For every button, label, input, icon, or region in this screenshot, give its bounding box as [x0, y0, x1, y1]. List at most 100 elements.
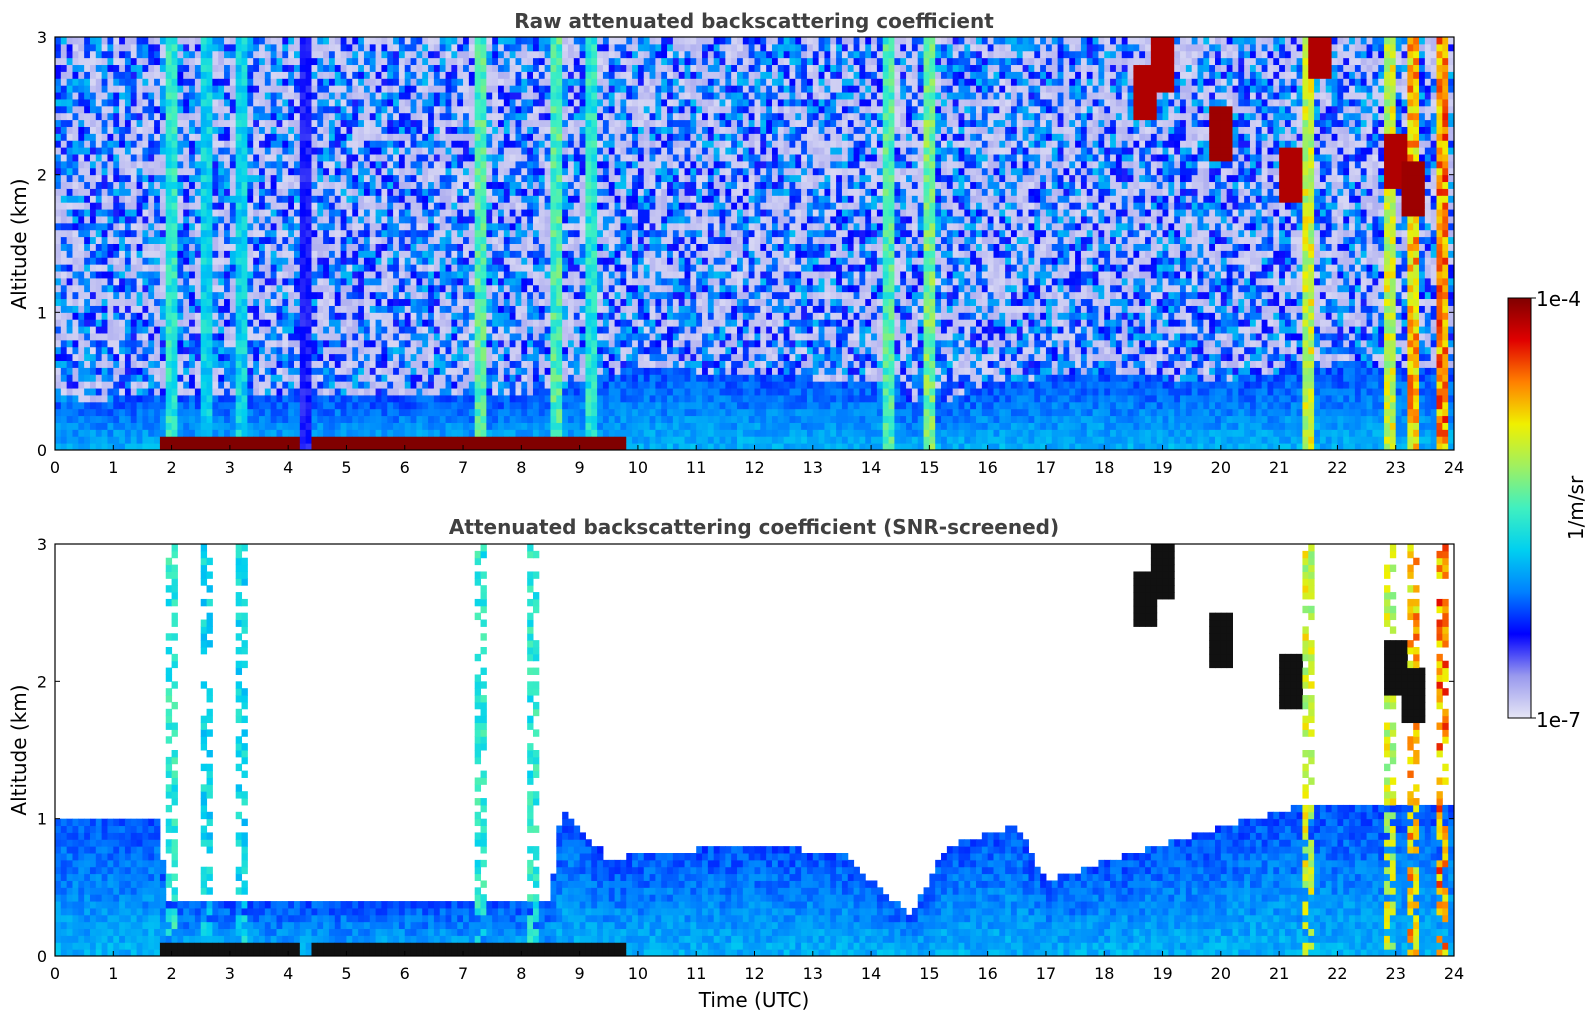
heatmap-cell	[299, 305, 307, 313]
heatmap-cell	[148, 408, 155, 417]
heatmap-cell	[171, 312, 178, 320]
heatmap-cell	[451, 105, 458, 114]
heatmap-cell	[503, 374, 511, 382]
heatmap-cell	[189, 188, 196, 196]
heatmap-cell	[264, 202, 272, 210]
heatmap-cell	[165, 98, 173, 107]
heatmap-cell	[317, 222, 324, 231]
heatmap-cell	[136, 305, 143, 313]
heatmap-cell	[224, 50, 231, 59]
heatmap-cell	[288, 195, 295, 203]
heatmap-cell	[224, 85, 231, 93]
heatmap-cell	[55, 43, 62, 52]
heatmap-cell	[212, 264, 219, 272]
heatmap-cell	[352, 339, 359, 348]
heatmap-cell	[463, 401, 470, 410]
heatmap-cell	[363, 401, 371, 410]
heatmap-cell	[457, 133, 464, 141]
heatmap-cell	[194, 250, 202, 258]
heatmap-cell	[451, 326, 458, 334]
heatmap-cell	[55, 305, 62, 313]
heatmap-cell	[439, 277, 447, 286]
heatmap-cell	[352, 133, 359, 141]
heatmap-cell	[270, 291, 278, 300]
heatmap-cell	[451, 271, 458, 279]
heatmap-cell	[416, 215, 423, 224]
heatmap-cell	[463, 277, 470, 286]
heatmap-cell	[521, 305, 528, 313]
heatmap-cell	[142, 188, 149, 196]
heatmap-cell	[247, 57, 254, 66]
heatmap-cell	[130, 119, 138, 127]
heatmap-cell	[142, 181, 149, 189]
heatmap-cell	[60, 250, 68, 258]
heatmap-cell	[55, 195, 62, 203]
heatmap-cell	[177, 140, 184, 148]
heatmap-cell	[503, 257, 511, 265]
heatmap-cell	[311, 319, 318, 327]
heatmap-cell	[177, 188, 184, 196]
heatmap-cell	[72, 133, 79, 141]
heatmap-cell	[515, 257, 522, 265]
heatmap-cell	[89, 394, 97, 403]
heatmap-cell	[206, 140, 213, 148]
heatmap-cell	[235, 332, 243, 341]
heatmap-cell	[317, 422, 324, 430]
heatmap-cell	[107, 209, 114, 217]
heatmap-cell	[84, 264, 91, 272]
heatmap-cell	[95, 167, 103, 176]
heatmap-cell	[428, 257, 435, 265]
heatmap-cell	[288, 374, 295, 382]
heatmap-cell	[375, 291, 382, 300]
heatmap-cell	[177, 57, 184, 66]
heatmap-cell	[101, 408, 108, 417]
heatmap-cell	[457, 71, 464, 79]
heatmap-cell	[154, 209, 161, 217]
heatmap-cell	[177, 133, 184, 141]
heatmap-cell	[95, 85, 103, 93]
heatmap-cell	[142, 71, 149, 79]
heatmap-cell	[532, 105, 540, 114]
heatmap-cell	[393, 105, 400, 114]
heatmap-cell	[311, 332, 318, 341]
heatmap-cell	[346, 78, 353, 86]
heatmap-cell	[340, 250, 347, 258]
heatmap-cell	[416, 43, 423, 52]
heatmap-cell	[468, 388, 476, 396]
heatmap-cell	[404, 50, 412, 59]
heatmap-cell	[532, 202, 540, 210]
heatmap-cell	[124, 229, 132, 238]
heatmap-cell	[113, 319, 120, 327]
heatmap-cell	[527, 154, 534, 162]
heatmap-cell	[468, 140, 476, 148]
heatmap-cell	[433, 353, 441, 362]
heatmap-cell	[200, 105, 208, 114]
heatmap-cell	[270, 332, 278, 341]
heatmap-cell	[294, 367, 301, 375]
heatmap-cell	[189, 360, 196, 368]
heatmap-cell	[492, 181, 499, 189]
heatmap-cell	[259, 71, 266, 79]
heatmap-cell	[270, 401, 278, 410]
heatmap-cell	[323, 112, 330, 121]
heatmap-cell	[492, 119, 499, 127]
heatmap-cell	[352, 381, 359, 389]
heatmap-cell	[235, 154, 243, 162]
heatmap-cell	[66, 140, 73, 148]
heatmap-cell	[200, 154, 208, 162]
heatmap-cell	[474, 119, 482, 127]
heatmap-cell	[247, 312, 254, 320]
heatmap-cell	[416, 271, 423, 279]
heatmap-cell	[532, 64, 540, 72]
heatmap-cell	[60, 415, 68, 423]
heatmap-cell	[305, 332, 312, 341]
heatmap-cell	[439, 37, 447, 45]
heatmap-cell	[428, 271, 435, 279]
heatmap-cell	[66, 388, 73, 396]
heatmap-cell	[165, 401, 173, 410]
heatmap-cell	[474, 381, 482, 389]
heatmap-cell	[218, 188, 225, 196]
heatmap-cell	[241, 429, 248, 437]
heatmap-cell	[270, 174, 278, 183]
heatmap-cell	[305, 229, 312, 238]
